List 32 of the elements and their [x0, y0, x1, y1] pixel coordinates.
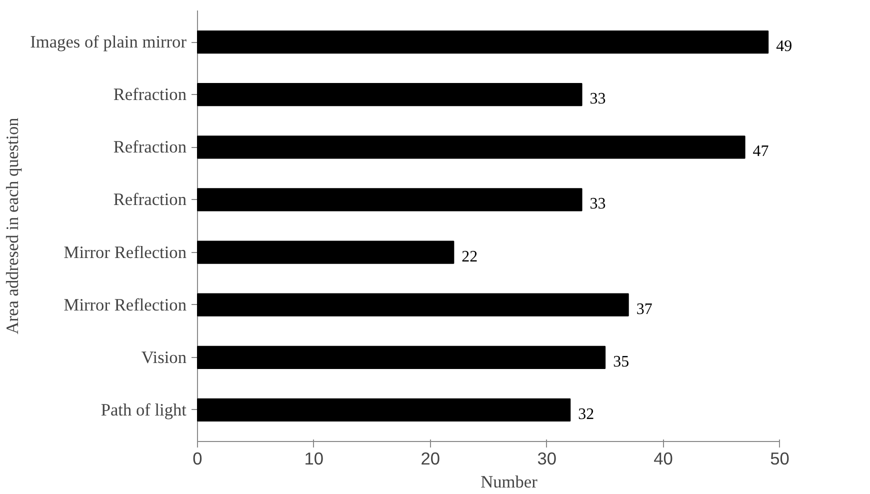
data-label: 37	[636, 300, 652, 318]
y-axis-title: Area addresed in each question	[3, 117, 22, 334]
bar	[197, 293, 629, 316]
bar	[197, 188, 582, 212]
x-tick-label: 30	[537, 448, 556, 468]
data-label: 33	[590, 90, 606, 108]
bar	[197, 240, 454, 264]
x-tick-label: 40	[654, 448, 673, 468]
y-tick-label: Mirror Reflection	[64, 242, 187, 262]
y-tick-label: Refraction	[113, 138, 187, 157]
data-label: 49	[776, 38, 792, 56]
bar	[197, 346, 606, 369]
data-label: 47	[752, 143, 769, 160]
bar	[197, 30, 769, 54]
bar	[197, 136, 746, 159]
data-label: 32	[578, 406, 594, 423]
data-label: 22	[462, 248, 478, 266]
x-tick-label: 10	[304, 448, 324, 468]
data-label: 35	[613, 353, 630, 370]
y-tick-label: Refraction	[113, 190, 187, 210]
y-tick-label: Mirror Reflection	[64, 295, 187, 314]
x-tick-label: 0	[192, 448, 202, 468]
x-tick-label: 20	[420, 448, 440, 468]
y-tick-label: Refraction	[113, 85, 187, 104]
bar	[197, 398, 571, 422]
x-tick-label: 50	[770, 448, 790, 468]
x-axis-title: Number	[480, 472, 538, 492]
y-tick-label: Path of light	[100, 400, 187, 420]
bar	[197, 83, 582, 106]
y-tick-label: Images of plain mirror	[30, 32, 187, 52]
data-label: 33	[590, 196, 606, 213]
y-tick-label: Vision	[141, 348, 187, 367]
